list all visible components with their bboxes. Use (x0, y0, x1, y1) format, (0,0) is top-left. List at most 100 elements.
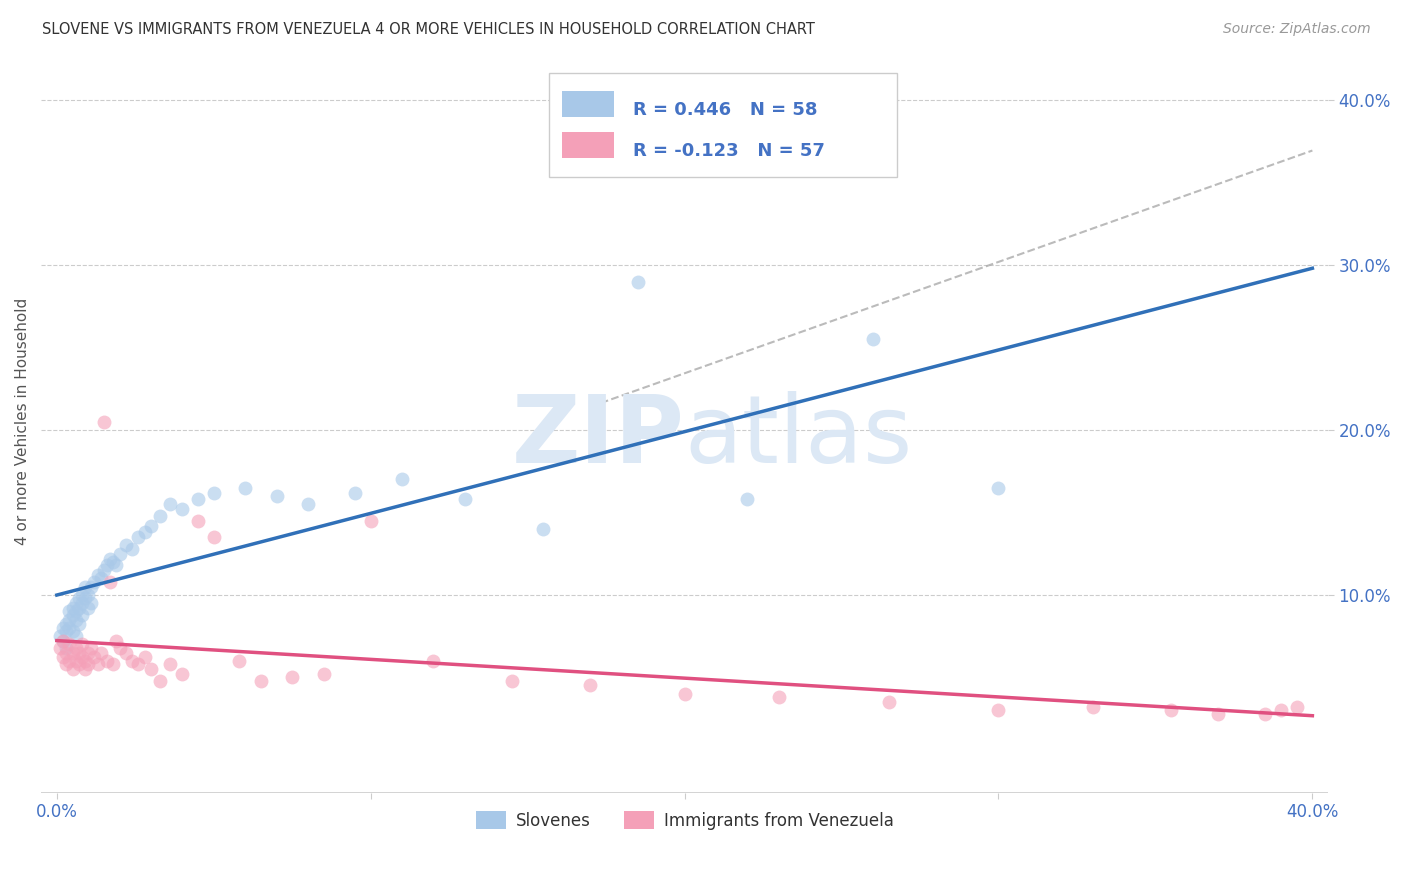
Point (987, 703, 1010, 717)
Point (108, 640, 131, 655)
Point (62, 601, 84, 615)
Point (70, 650, 93, 665)
Point (62, 646, 84, 660)
Point (70, 588, 93, 602)
Point (73, 654, 96, 668)
Point (65, 629, 87, 643)
Point (134, 650, 156, 665)
Point (149, 673, 172, 688)
Point (73, 662, 96, 676)
Point (52, 621, 75, 635)
Point (55, 617, 77, 632)
Point (1254, 706, 1277, 721)
Point (115, 538, 138, 552)
Point (501, 673, 523, 688)
Point (391, 472, 413, 486)
Point (343, 485, 366, 500)
Point (93, 415, 115, 429)
Point (108, 547, 131, 561)
Point (58, 637, 80, 651)
Point (62, 607, 84, 622)
Point (172, 502, 194, 516)
Point (422, 654, 444, 668)
Point (121, 541, 143, 556)
Point (737, 492, 759, 507)
Point (115, 646, 138, 660)
Point (67, 646, 90, 660)
Point (77, 601, 100, 615)
Point (52, 650, 75, 665)
Point (77, 657, 100, 671)
Point (70, 596, 93, 610)
Point (127, 530, 149, 544)
Point (103, 555, 125, 569)
Point (77, 646, 100, 660)
Point (96, 654, 118, 668)
FancyBboxPatch shape (562, 131, 614, 158)
Point (90, 646, 112, 660)
Point (80, 580, 103, 594)
Point (105, 634, 128, 648)
Point (58, 654, 80, 668)
Point (83, 650, 105, 665)
Point (67, 601, 90, 615)
Point (55, 624, 77, 638)
Point (77, 588, 100, 602)
Point (673, 687, 696, 701)
Point (987, 481, 1010, 495)
Point (80, 640, 103, 655)
Point (1206, 706, 1229, 721)
Point (80, 596, 103, 610)
Text: R = 0.446   N = 58: R = 0.446 N = 58 (633, 101, 818, 119)
Point (58, 604, 80, 618)
Point (1285, 700, 1308, 714)
Point (73, 591, 96, 606)
Point (266, 489, 288, 503)
Point (127, 657, 149, 671)
Point (149, 508, 172, 523)
Point (49, 640, 72, 655)
Point (67, 617, 90, 632)
Point (531, 522, 554, 536)
Point (250, 673, 273, 688)
Point (98, 551, 121, 566)
Point (862, 332, 884, 346)
Point (626, 275, 648, 289)
Point (202, 485, 225, 500)
Point (65, 640, 87, 655)
Point (105, 558, 128, 573)
Point (55, 657, 77, 671)
Point (281, 670, 304, 684)
Point (454, 492, 477, 507)
Point (67, 591, 90, 606)
Point (52, 634, 75, 648)
Point (1270, 703, 1292, 717)
Point (65, 596, 87, 610)
Point (58, 613, 80, 627)
Point (312, 667, 335, 681)
Point (70, 607, 93, 622)
Point (65, 654, 87, 668)
Point (579, 678, 602, 692)
Point (360, 514, 382, 528)
Point (187, 514, 209, 528)
Point (70, 637, 93, 651)
FancyBboxPatch shape (562, 91, 614, 118)
Point (62, 624, 84, 638)
Point (86, 657, 108, 671)
Point (86, 568, 108, 582)
Point (93, 563, 115, 577)
Point (65, 604, 87, 618)
Point (49, 629, 72, 643)
Legend: Slovenes, Immigrants from Venezuela: Slovenes, Immigrants from Venezuela (468, 805, 900, 837)
Point (233, 481, 256, 495)
Text: ZIP: ZIP (512, 391, 685, 483)
Point (90, 571, 112, 585)
Point (121, 654, 143, 668)
Point (1081, 700, 1104, 714)
Point (172, 667, 194, 681)
Point (98, 574, 121, 589)
Point (297, 497, 319, 511)
Point (159, 657, 181, 671)
Text: Source: ZipAtlas.com: Source: ZipAtlas.com (1223, 22, 1371, 37)
